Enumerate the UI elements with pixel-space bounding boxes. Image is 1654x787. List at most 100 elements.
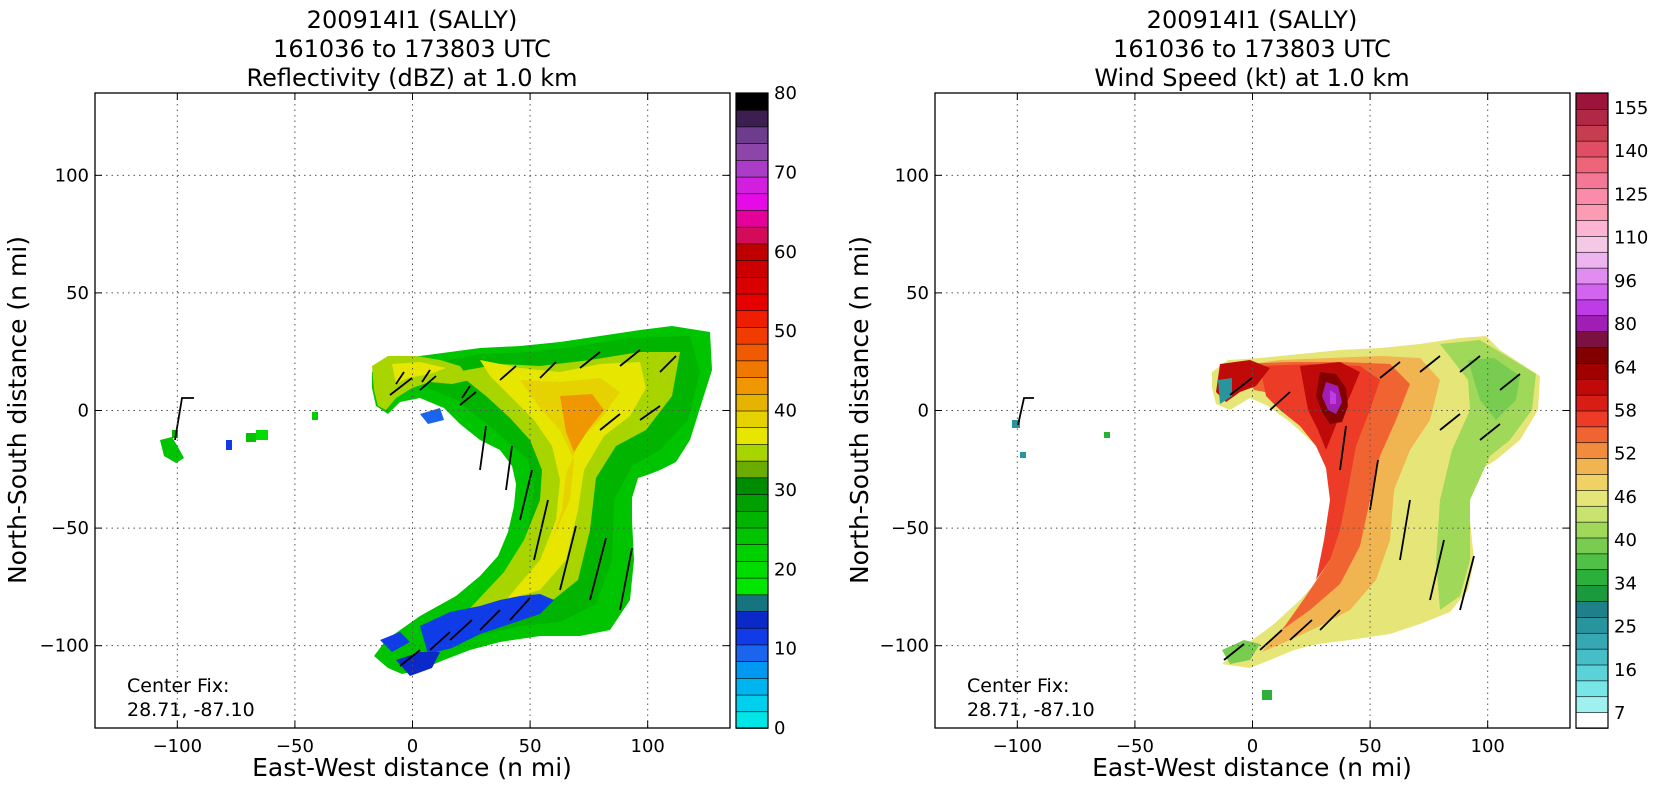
colorbar-swatch [1575, 695, 1609, 713]
y-tick-label: 50 [66, 283, 89, 304]
colorbar-swatch [735, 276, 769, 295]
colorbar-frame [1575, 92, 1609, 729]
colorbar-swatch [1575, 584, 1609, 602]
colorbar-tick-label: 60 [774, 242, 797, 263]
colorbar-swatch [735, 159, 769, 178]
colorbar-swatch [735, 376, 769, 395]
colorbar-swatch [735, 410, 769, 429]
colorbar-swatch [735, 460, 769, 479]
colorbar-swatch [735, 543, 769, 562]
left-x-ticks: −100 −50 0 50 100 [153, 93, 665, 757]
colorbar-swatch [735, 192, 769, 211]
y-tick-label: −50 [51, 518, 89, 539]
colorbar-swatch [735, 577, 769, 596]
colorbar-swatch [1575, 235, 1609, 253]
x-tick-label: −50 [1116, 736, 1154, 757]
colorbar-swatch [735, 309, 769, 328]
colorbar-swatch [1575, 314, 1609, 332]
colorbar-swatch [1575, 378, 1609, 396]
colorbar-tick-label: 40 [1614, 530, 1637, 551]
y-tick-label: 0 [78, 401, 89, 422]
right-center-fix-coords: 28.71, -87.10 [967, 699, 1095, 721]
colorbar-swatch [1575, 521, 1609, 539]
colorbar-swatch [1575, 346, 1609, 364]
colorbar-swatch [1575, 568, 1609, 586]
colorbar-swatch [735, 109, 769, 128]
right-colorbar [1575, 92, 1609, 729]
right-title-line-1: 200914I1 (SALLY) [1147, 6, 1358, 34]
colorbar-swatch [735, 710, 769, 729]
colorbar-tick-label: 7 [1614, 703, 1625, 724]
x-tick-label: −100 [993, 736, 1042, 757]
colorbar-swatch [1575, 632, 1609, 650]
x-tick-label: 50 [1359, 736, 1382, 757]
right-y-axis-label: North-South distance (n mi) [845, 236, 874, 584]
left-colorbar [735, 92, 769, 729]
right-center-fix-label: Center Fix: [967, 675, 1069, 697]
colorbar-tick-label: 16 [1614, 660, 1637, 681]
right-title-line-3: Wind Speed (kt) at 1.0 km [1094, 64, 1409, 92]
colorbar-swatch [735, 477, 769, 495]
colorbar-tick-label: 64 [1614, 357, 1637, 378]
y-tick-label: −100 [880, 636, 929, 657]
colorbar-swatch [735, 92, 769, 111]
colorbar-swatch [1575, 140, 1609, 158]
colorbar-swatch [735, 527, 769, 545]
colorbar-swatch [735, 627, 769, 646]
colorbar-swatch [1575, 410, 1609, 428]
x-tick-label: 0 [407, 736, 418, 757]
colorbar-swatch [735, 259, 769, 278]
colorbar-tick-label: 96 [1614, 271, 1637, 292]
right-y-ticks: 100 50 0 −50 −100 [880, 165, 1570, 657]
colorbar-swatch [735, 694, 769, 713]
colorbar-swatch [735, 142, 769, 161]
colorbar-tick-label: 125 [1614, 184, 1648, 205]
colorbar-swatch [735, 443, 769, 462]
y-tick-label: −100 [40, 636, 89, 657]
colorbar-tick-label: 10 [774, 639, 797, 660]
left-colorbar-ticks: 80 70 60 50 40 30 20 10 0 [774, 83, 797, 739]
wind-speed-panel: 200914I1 (SALLY) 161036 to 173803 UTC Wi… [845, 6, 1648, 782]
colorbar-swatch [1575, 251, 1609, 269]
left-y-ticks: 100 50 0 −50 −100 [40, 165, 730, 657]
colorbar-swatch [1575, 505, 1609, 523]
colorbar-frame [735, 92, 769, 729]
colorbar-tick-label: 80 [1614, 314, 1637, 335]
left-title-line-3: Reflectivity (dBZ) at 1.0 km [247, 64, 578, 92]
colorbar-swatch [1575, 711, 1609, 729]
colorbar-tick-label: 34 [1614, 573, 1637, 594]
colorbar-tick-label: 40 [774, 401, 797, 422]
colorbar-swatch [1575, 457, 1609, 475]
colorbar-swatch [1575, 172, 1609, 190]
colorbar-swatch [735, 510, 769, 529]
colorbar-tick-label: 110 [1614, 228, 1648, 249]
colorbar-swatch [1575, 441, 1609, 459]
colorbar-tick-label: 30 [774, 480, 797, 501]
colorbar-swatch [735, 677, 769, 696]
y-tick-label: 100 [895, 165, 929, 186]
colorbar-tick-label: 58 [1614, 401, 1637, 422]
reflectivity-panel: 200914I1 (SALLY) 161036 to 173803 UTC Re… [3, 6, 797, 782]
colorbar-swatch [1575, 553, 1609, 571]
colorbar-tick-label: 80 [774, 83, 797, 104]
colorbar-swatch [1575, 203, 1609, 221]
left-wind-barbs [174, 349, 677, 667]
right-x-ticks: −100 −50 0 50 100 [993, 93, 1505, 757]
colorbar-swatch [1575, 537, 1609, 555]
colorbar-swatch [1575, 362, 1609, 380]
colorbar-swatch [735, 660, 769, 679]
colorbar-tick-label: 140 [1614, 141, 1648, 162]
y-tick-label: 100 [55, 165, 89, 186]
left-center-fix-label: Center Fix: [127, 675, 229, 697]
colorbar-swatch [735, 343, 769, 362]
right-wind-barbs [1017, 355, 1521, 661]
y-tick-label: 0 [918, 401, 929, 422]
colorbar-swatch [1575, 664, 1609, 682]
colorbar-tick-label: 0 [774, 718, 785, 739]
colorbar-swatch [1575, 616, 1609, 634]
colorbar-tick-label: 155 [1614, 98, 1648, 119]
y-tick-label: −50 [891, 518, 929, 539]
x-tick-label: 100 [631, 736, 665, 757]
colorbar-swatch [735, 493, 769, 512]
colorbar-swatch [1575, 267, 1609, 285]
